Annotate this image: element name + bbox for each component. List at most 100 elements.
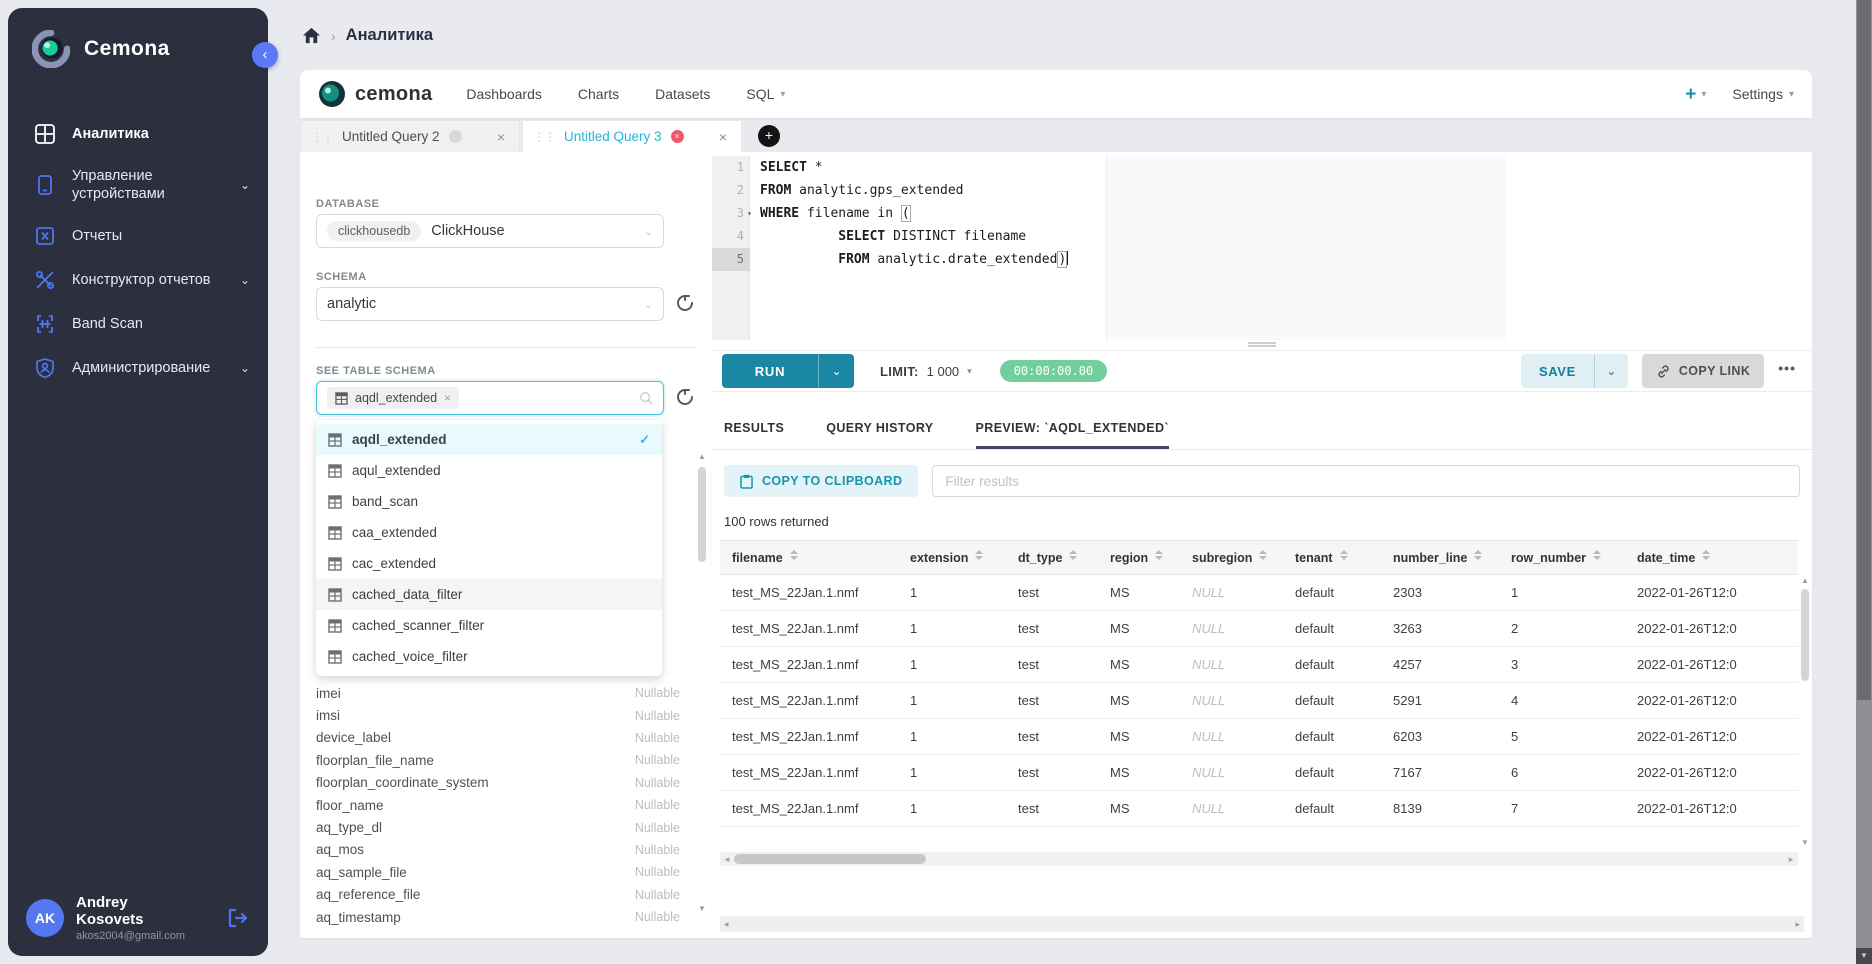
database-value: ClickHouse xyxy=(431,223,505,239)
close-tab-icon[interactable]: × xyxy=(496,128,505,145)
column-type: Nullable xyxy=(634,775,680,790)
results-tab[interactable]: QUERY HISTORY xyxy=(826,421,934,435)
plus-icon: + xyxy=(1685,83,1697,105)
copy-link-button[interactable]: COPY LINK xyxy=(1641,354,1765,388)
sidebar-collapse-button[interactable]: ‹ xyxy=(252,42,278,68)
run-button[interactable]: RUN ⌄ xyxy=(722,354,854,388)
column-header[interactable]: filename xyxy=(720,540,898,575)
table-icon xyxy=(328,556,342,571)
scroll-down-icon[interactable]: ▼ xyxy=(1801,838,1809,847)
new-item-button[interactable]: + ▾ xyxy=(1685,85,1706,104)
run-options-button[interactable]: ⌄ xyxy=(818,354,854,388)
table-columns-list: imei Nullable imsi Nullable device_label N… xyxy=(316,682,680,928)
scroll-down-icon[interactable]: ▼ xyxy=(1856,948,1872,964)
results-table: filename extension dt_type region subregion t… xyxy=(720,540,1798,827)
column-header[interactable]: row_number xyxy=(1499,540,1625,575)
table-cell: 1 xyxy=(898,754,1006,791)
sidebar-item[interactable]: Конструктор отчетов ⌄ xyxy=(8,258,268,302)
scroll-up-icon[interactable]: ▲ xyxy=(698,452,706,461)
table-cell: 2022-01-26T12:0 xyxy=(1625,790,1798,827)
sidebar-item[interactable]: Администрирование ⌄ xyxy=(8,346,268,390)
dropdown-option[interactable]: cac_extended xyxy=(316,548,662,579)
line-number: 4 xyxy=(736,229,744,243)
option-label: aqul_extended xyxy=(352,463,441,478)
column-name: aq_reference_file xyxy=(316,887,421,903)
home-icon[interactable] xyxy=(302,26,321,45)
fold-icon[interactable]: ▾ xyxy=(747,209,752,218)
scroll-right-icon[interactable]: ▸ xyxy=(1788,853,1794,864)
divider xyxy=(316,347,696,348)
save-label: SAVE xyxy=(1539,363,1576,379)
scroll-left-icon[interactable]: ◂ xyxy=(724,853,730,864)
table-cell: MS xyxy=(1098,790,1180,827)
table-icon xyxy=(328,494,342,509)
scrollbar-thumb[interactable] xyxy=(734,854,926,864)
logout-icon[interactable] xyxy=(226,906,250,930)
dropdown-option[interactable]: caa_extended xyxy=(316,517,662,548)
results-tab[interactable]: RESULTS xyxy=(724,421,785,435)
limit-dropdown[interactable]: LIMIT: 1 000 ▾ xyxy=(880,363,972,379)
settings-menu[interactable]: Settings ▾ xyxy=(1732,86,1794,102)
dropdown-option[interactable]: cached_scanner_filter xyxy=(316,610,662,641)
user-name: Andrey Kosovets xyxy=(76,893,144,928)
column-header[interactable]: dt_type xyxy=(1006,540,1098,575)
menu-item[interactable]: Charts xyxy=(577,86,620,102)
scroll-down-icon[interactable]: ▼ xyxy=(698,904,706,913)
chevron-down-icon: ⌄ xyxy=(239,178,250,193)
table-select[interactable]: aqdl_extended × xyxy=(316,381,664,415)
pane-resize-handle[interactable] xyxy=(1248,342,1276,347)
scrollbar-thumb[interactable] xyxy=(1857,0,1871,700)
dropdown-option[interactable]: aqdl_extended ✓ xyxy=(316,424,662,455)
dropdown-option[interactable]: cached_voice_filter xyxy=(316,641,662,672)
menu-item[interactable]: Dashboards xyxy=(466,86,542,102)
query-tab[interactable]: ⋮⋮ Untitled Query 3 × × xyxy=(522,120,742,152)
table-cell: 1 xyxy=(1499,574,1625,611)
column-type: Nullable xyxy=(634,910,680,925)
table-cell: MS xyxy=(1098,574,1180,611)
column-header[interactable]: subregion xyxy=(1180,540,1283,575)
table-cell: 4 xyxy=(1499,682,1625,719)
table-cell: default xyxy=(1283,754,1381,791)
query-tab[interactable]: ⋮⋮ Untitled Query 2 × xyxy=(300,120,520,152)
copy-to-clipboard-button[interactable]: COPY TO CLIPBOARD xyxy=(724,465,919,497)
database-select[interactable]: clickhousedb ClickHouse ⌄ xyxy=(316,214,664,248)
sidebar-item[interactable]: Аналитика xyxy=(8,112,268,156)
save-options-button[interactable]: ⌄ xyxy=(1593,354,1628,388)
dropdown-option[interactable]: band_scan xyxy=(316,486,662,517)
column-header[interactable]: region xyxy=(1098,540,1180,575)
remove-tag-icon[interactable]: × xyxy=(444,391,452,405)
option-label: cached_voice_filter xyxy=(352,649,468,664)
close-tab-icon[interactable]: × xyxy=(718,128,727,145)
refresh-tables-button[interactable] xyxy=(674,386,696,408)
more-actions-button[interactable]: ••• xyxy=(1778,360,1796,376)
schema-select[interactable]: analytic ⌄ xyxy=(316,287,664,321)
brand: Cemona xyxy=(8,8,268,68)
sidebar-item[interactable]: Отчеты xyxy=(8,214,268,258)
refresh-schema-button[interactable] xyxy=(674,292,696,314)
column-header[interactable]: extension xyxy=(898,540,1006,575)
scrollbar-thumb[interactable] xyxy=(1801,589,1809,681)
sidebar-item[interactable]: Управление устройствами ⌄ xyxy=(8,156,268,214)
filter-results-input[interactable] xyxy=(932,465,1800,497)
results-tab[interactable]: PREVIEW: `AQDL_EXTENDED` xyxy=(975,421,1170,449)
table-cell: 2303 xyxy=(1381,574,1499,611)
scroll-up-icon[interactable]: ▲ xyxy=(1801,576,1809,585)
column-header[interactable]: tenant xyxy=(1283,540,1381,575)
menu-item[interactable]: Datasets xyxy=(655,86,711,102)
column-header[interactable]: number_line xyxy=(1381,540,1499,575)
save-button[interactable]: SAVE ⌄ xyxy=(1521,354,1628,388)
scrollbar-thumb[interactable] xyxy=(698,467,706,562)
query-toolbar: RUN ⌄ LIMIT: 1 000 ▾ 00:00:00.00 SAVE ⌄ xyxy=(712,350,1812,392)
add-tab-button[interactable]: + xyxy=(758,125,780,147)
column-header[interactable]: date_time xyxy=(1625,540,1798,575)
scroll-left-icon[interactable]: ◂ xyxy=(724,918,729,929)
menu-item[interactable]: SQL ▾ xyxy=(746,86,786,102)
dropdown-option[interactable]: cached_data_filter xyxy=(316,579,662,610)
sidebar-item[interactable]: Band Scan xyxy=(8,302,268,346)
dropdown-option[interactable]: aqul_extended xyxy=(316,455,662,486)
scroll-right-icon[interactable]: ▸ xyxy=(1795,918,1800,929)
sql-editor[interactable]: 1 SELECT * 2 FROM analytic.gps_extended 3 ▾ WH… xyxy=(712,156,1812,340)
table-cell: 1 xyxy=(898,646,1006,683)
table-cell: 7167 xyxy=(1381,754,1499,791)
table-cell: default xyxy=(1283,574,1381,611)
